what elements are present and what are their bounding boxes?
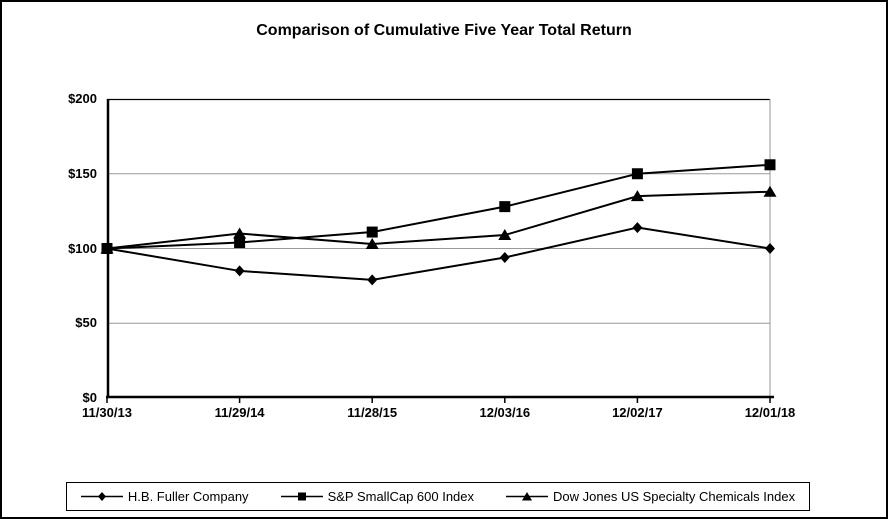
square-marker-icon: [280, 492, 323, 501]
marker-diamond-point-1: [234, 265, 245, 277]
x-tick-label: 12/02/17: [612, 405, 663, 420]
marker-square-point-1: [234, 237, 246, 249]
legend-label: S&P SmallCap 600 Index: [327, 489, 475, 504]
marker-square-point-4: [631, 168, 643, 180]
triangle-marker-icon: [506, 492, 549, 501]
series-line-1: [106, 163, 771, 250]
marker-diamond-point-3: [499, 251, 510, 263]
diamond-marker-icon: [80, 492, 123, 501]
legend-label: H.B. Fuller Company: [127, 489, 249, 504]
y-tick-label: $0: [82, 390, 97, 405]
x-tick-label: 11/28/15: [347, 405, 398, 420]
legend: H.B. Fuller Company S&P SmallCap 600 Inde…: [66, 482, 810, 511]
marker-triangle-point-1: [233, 227, 247, 239]
x-tick-label: 11/29/14: [214, 405, 265, 420]
marker-square-point-5: [764, 159, 776, 171]
marker-triangle-point-2: [365, 238, 379, 250]
y-tick-label: $150: [68, 165, 97, 181]
legend-label: Dow Jones US Specialty Chemicals Index: [553, 489, 796, 504]
marker-square-point-2: [366, 226, 378, 238]
plot-area: [100, 98, 777, 403]
marker-diamond-point-4: [632, 222, 643, 234]
marker-triangle-point-5: [763, 185, 777, 197]
y-tick-label: $50: [75, 315, 97, 331]
x-tick-label: 12/01/18: [744, 405, 796, 420]
marker-diamond-point-2: [367, 274, 378, 286]
marker-diamond-point-5: [765, 243, 775, 254]
y-tick-label: $100: [68, 240, 97, 256]
legend-item-1: S&P SmallCap 600 Index: [280, 489, 475, 504]
x-tick-label: 12/03/16: [479, 405, 531, 420]
x-tick-label: 11/30/13: [82, 405, 132, 420]
marker-triangle-point-3: [498, 229, 512, 241]
marker-triangle-point-4: [630, 190, 644, 202]
marker-square-point-3: [499, 201, 511, 213]
series-line-2: [106, 190, 771, 250]
legend-item-0: H.B. Fuller Company: [80, 489, 249, 504]
chart-title: Comparison of Cumulative Five Year Total…: [256, 22, 632, 39]
series-line-0: [106, 226, 771, 281]
y-tick-label: $200: [68, 91, 97, 106]
marker-triangle-point-0: [100, 242, 114, 254]
legend-item-2: Dow Jones US Specialty Chemicals Index: [506, 489, 795, 504]
